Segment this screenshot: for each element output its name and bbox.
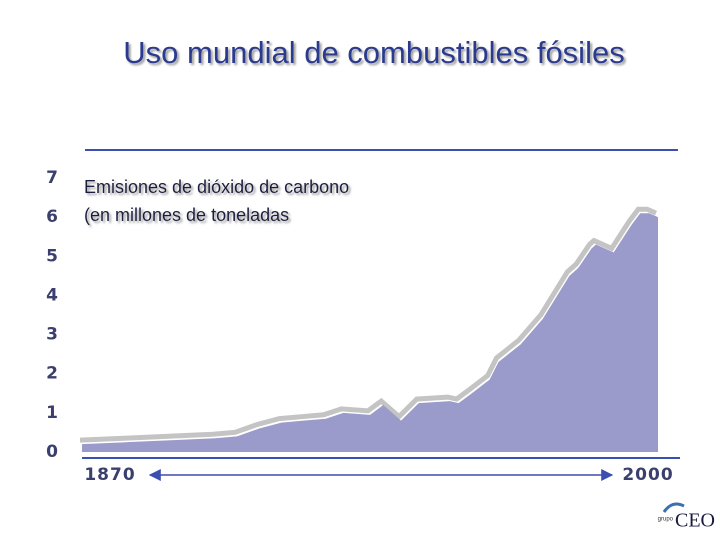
y-tick-label: 4 xyxy=(46,285,58,305)
y-tick-label: 3 xyxy=(46,325,58,345)
y-tick-label: 1 xyxy=(46,403,58,423)
chart-title: Uso mundial de combustibles fósiles xyxy=(123,35,624,70)
y-tick-label: 2 xyxy=(46,364,58,384)
logo-swoosh xyxy=(662,502,685,513)
area xyxy=(82,213,658,452)
x-tick-label: 1870 xyxy=(84,465,135,485)
subtitle: (en millones de toneladas xyxy=(84,205,289,225)
subtitle: Emisiones de dióxido de carbono xyxy=(84,177,349,197)
area-shadow xyxy=(79,206,658,443)
y-tick-label: 6 xyxy=(46,207,58,227)
y-tick-label: 7 xyxy=(46,168,58,188)
plot: 0 1 2 3 4 5 6 7 xyxy=(46,168,658,462)
y-tick-label: 5 xyxy=(46,246,58,266)
logo-small: grupo xyxy=(658,517,674,523)
y-tick-label: 0 xyxy=(46,442,58,462)
x-tick-label: 2000 xyxy=(622,465,673,485)
logo-big: CEO xyxy=(675,510,715,532)
